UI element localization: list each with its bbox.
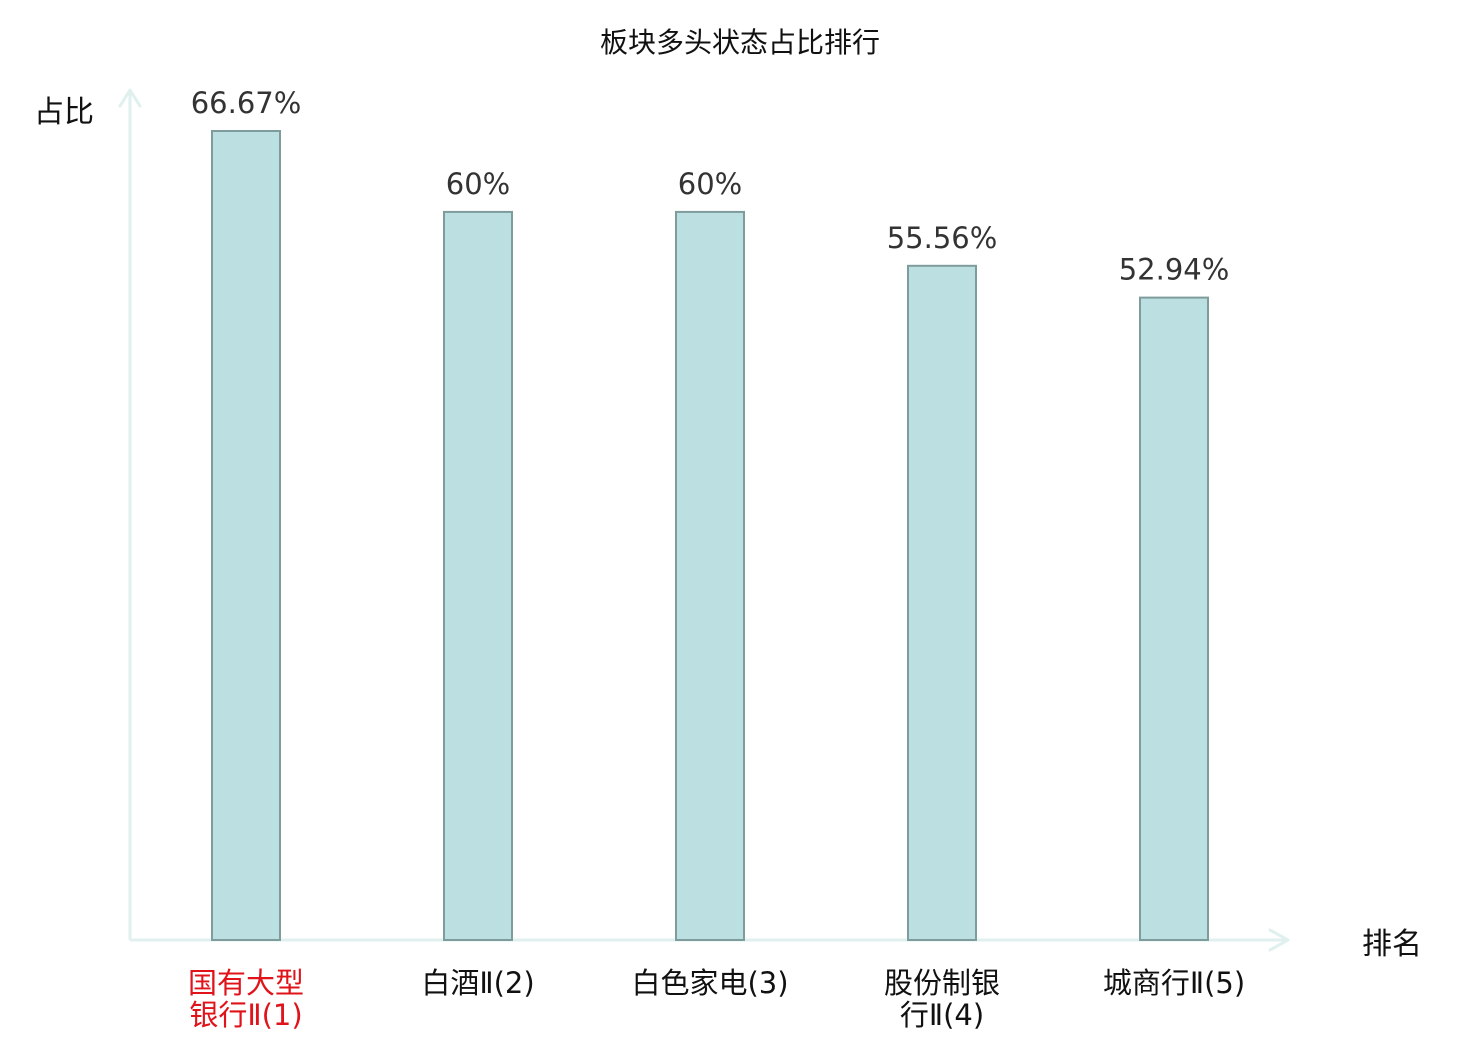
category-label-line: 银行Ⅱ(1) xyxy=(189,998,302,1032)
bars-layer xyxy=(211,130,1209,941)
value-label-2: 60% xyxy=(446,167,510,201)
category-label-line: 白色家电(3) xyxy=(631,966,788,1000)
category-label-3: 白色家电(3) xyxy=(631,966,788,1000)
x-axis-label: 排名 xyxy=(1362,927,1422,962)
x-axis-arrow-icon xyxy=(1268,928,1290,952)
value-label-3: 60% xyxy=(678,167,742,201)
category-label-5: 城商行Ⅱ(5) xyxy=(1103,966,1245,1000)
bar-2 xyxy=(443,210,513,941)
y-axis xyxy=(118,88,142,940)
value-labels-layer: 66.67% 60% 60% 55.56% 52.94% xyxy=(191,86,1230,287)
bar-3 xyxy=(675,210,745,941)
y-axis-label: 占比 xyxy=(34,95,94,130)
y-axis-arrow-icon xyxy=(118,88,142,108)
bar-5 xyxy=(1139,296,1209,941)
value-label-4: 55.56% xyxy=(887,221,998,255)
category-label-line: 白酒Ⅱ(2) xyxy=(421,966,534,1000)
category-label-line: 股份制银 xyxy=(884,966,1000,1000)
category-label-line: 行Ⅱ(4) xyxy=(900,998,984,1032)
category-labels-layer: 国有大型银行Ⅱ(1) 白酒Ⅱ(2) 白色家电(3) 股份制银行Ⅱ(4) 城商行Ⅱ(5) xyxy=(188,966,1245,1032)
value-label-5: 52.94% xyxy=(1119,253,1230,287)
bar-4 xyxy=(907,264,977,941)
category-label-line: 城商行Ⅱ(5) xyxy=(1103,966,1245,1000)
value-label-1: 66.67% xyxy=(191,86,302,120)
category-label-line: 国有大型 xyxy=(188,966,304,1000)
chart-title: 板块多头状态占比排行 xyxy=(600,26,880,59)
category-label-2: 白酒Ⅱ(2) xyxy=(421,966,534,1000)
bar-1 xyxy=(211,130,281,941)
category-label-4: 股份制银行Ⅱ(4) xyxy=(884,966,1000,1032)
category-label-1: 国有大型银行Ⅱ(1) xyxy=(188,966,304,1032)
